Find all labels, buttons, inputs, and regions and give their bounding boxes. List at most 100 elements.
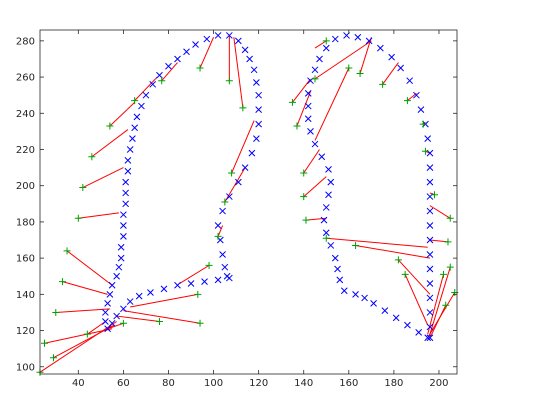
x-tick-label: 200 — [429, 378, 448, 389]
contour-x-marker — [320, 216, 328, 224]
contour-x-marker — [426, 309, 434, 316]
correspondence-line — [62, 281, 108, 295]
contour-x-marker — [248, 149, 256, 157]
point-plus-marker — [446, 263, 454, 271]
contour-x-marker — [115, 263, 123, 271]
contour-x-marker — [255, 120, 262, 128]
contour-x-marker — [365, 37, 373, 45]
contour-x-marker — [388, 53, 395, 61]
point-plus-marker — [205, 261, 213, 269]
contour-x-marker — [426, 207, 434, 215]
y-tick-label: 160 — [16, 254, 35, 265]
x-tick-label: 40 — [72, 378, 85, 389]
point-plus-marker — [83, 330, 91, 338]
y-tick-label: 180 — [16, 217, 35, 228]
contour-x-marker — [354, 33, 362, 41]
contour-x-marker — [124, 167, 132, 175]
correspondence-line — [429, 205, 451, 219]
correspondence-line — [326, 237, 428, 248]
y-tick-label: 260 — [16, 73, 35, 84]
contour-x-marker — [426, 222, 434, 229]
chart-marks — [36, 32, 459, 376]
contour-x-marker — [325, 191, 332, 199]
contour-x-marker — [426, 323, 434, 331]
x-tick-label: 100 — [204, 378, 223, 389]
contour-x-marker — [331, 35, 339, 43]
point-plus-marker — [52, 308, 60, 316]
point-plus-marker — [379, 80, 387, 88]
contour-x-marker — [241, 46, 249, 54]
correspondence-line — [398, 259, 431, 295]
contour-x-marker — [124, 157, 132, 164]
contour-x-marker — [322, 229, 330, 237]
correspondence-line — [429, 267, 451, 335]
contour-x-marker — [104, 300, 111, 307]
point-plus-marker — [196, 319, 204, 327]
contour-x-marker — [426, 265, 434, 273]
y-tick-label: 240 — [16, 109, 35, 120]
point-plus-marker — [421, 147, 429, 155]
contour-x-marker — [304, 115, 312, 123]
point-plus-marker — [439, 270, 447, 278]
correspondence-line — [303, 149, 320, 174]
contour-x-marker — [142, 91, 150, 99]
point-plus-marker — [300, 169, 308, 177]
point-plus-marker — [225, 77, 233, 85]
contour-x-marker — [131, 124, 139, 132]
contour-x-marker — [104, 325, 111, 333]
point-plus-marker — [59, 278, 67, 286]
point-plus-marker — [311, 75, 319, 83]
contour-x-marker — [392, 314, 400, 322]
correspondence-line — [296, 91, 311, 127]
axes-box — [39, 29, 458, 375]
contour-x-marker — [413, 91, 420, 99]
x-tick-label: 120 — [249, 378, 268, 389]
point-plus-marker — [356, 69, 364, 77]
point-plus-marker — [352, 241, 360, 249]
correspondence-line — [109, 102, 136, 127]
contour-x-marker — [147, 289, 154, 296]
contour-x-marker — [192, 41, 199, 48]
contour-x-marker — [113, 272, 120, 280]
correspondence-line — [355, 244, 431, 259]
correspondence-line — [87, 321, 106, 335]
correspondence-line — [134, 76, 158, 101]
contour-x-marker — [417, 106, 425, 114]
correspondence-line — [199, 37, 215, 69]
contour-x-marker — [397, 64, 405, 72]
point-plus-marker — [442, 301, 450, 309]
contour-x-marker — [108, 319, 116, 327]
correspondence-line — [66, 250, 113, 286]
contour-x-marker — [318, 153, 326, 161]
correspondence-line — [382, 62, 399, 85]
contour-x-marker — [322, 44, 330, 52]
y-tick-label: 220 — [16, 145, 35, 156]
point-plus-marker — [196, 64, 204, 72]
correspondence-line — [123, 310, 201, 324]
contour-x-marker — [325, 166, 332, 173]
contour-x-marker — [113, 312, 120, 320]
contour-x-marker — [426, 164, 434, 171]
x-tick-label: 80 — [162, 378, 175, 389]
contour-x-marker — [361, 294, 368, 302]
correspondence-line — [91, 129, 129, 158]
contour-x-marker — [426, 178, 434, 186]
contour-x-marker — [426, 251, 434, 258]
contour-x-marker — [120, 211, 127, 219]
contour-x-marker — [381, 307, 389, 314]
contour-x-marker — [174, 281, 181, 289]
contour-x-marker — [334, 265, 341, 273]
contour-x-marker — [253, 79, 260, 86]
y-tick-label: 100 — [16, 362, 35, 373]
contour-x-marker — [316, 55, 323, 63]
correspondence-line — [359, 37, 372, 74]
contour-x-marker — [426, 236, 434, 244]
contour-x-marker — [117, 254, 125, 262]
correspondence-line — [116, 315, 160, 322]
point-plus-marker — [444, 238, 452, 246]
x-tick-label: 140 — [294, 378, 313, 389]
contour-x-marker — [138, 102, 145, 110]
correspondence-line — [78, 212, 119, 219]
contour-x-marker — [102, 309, 109, 316]
